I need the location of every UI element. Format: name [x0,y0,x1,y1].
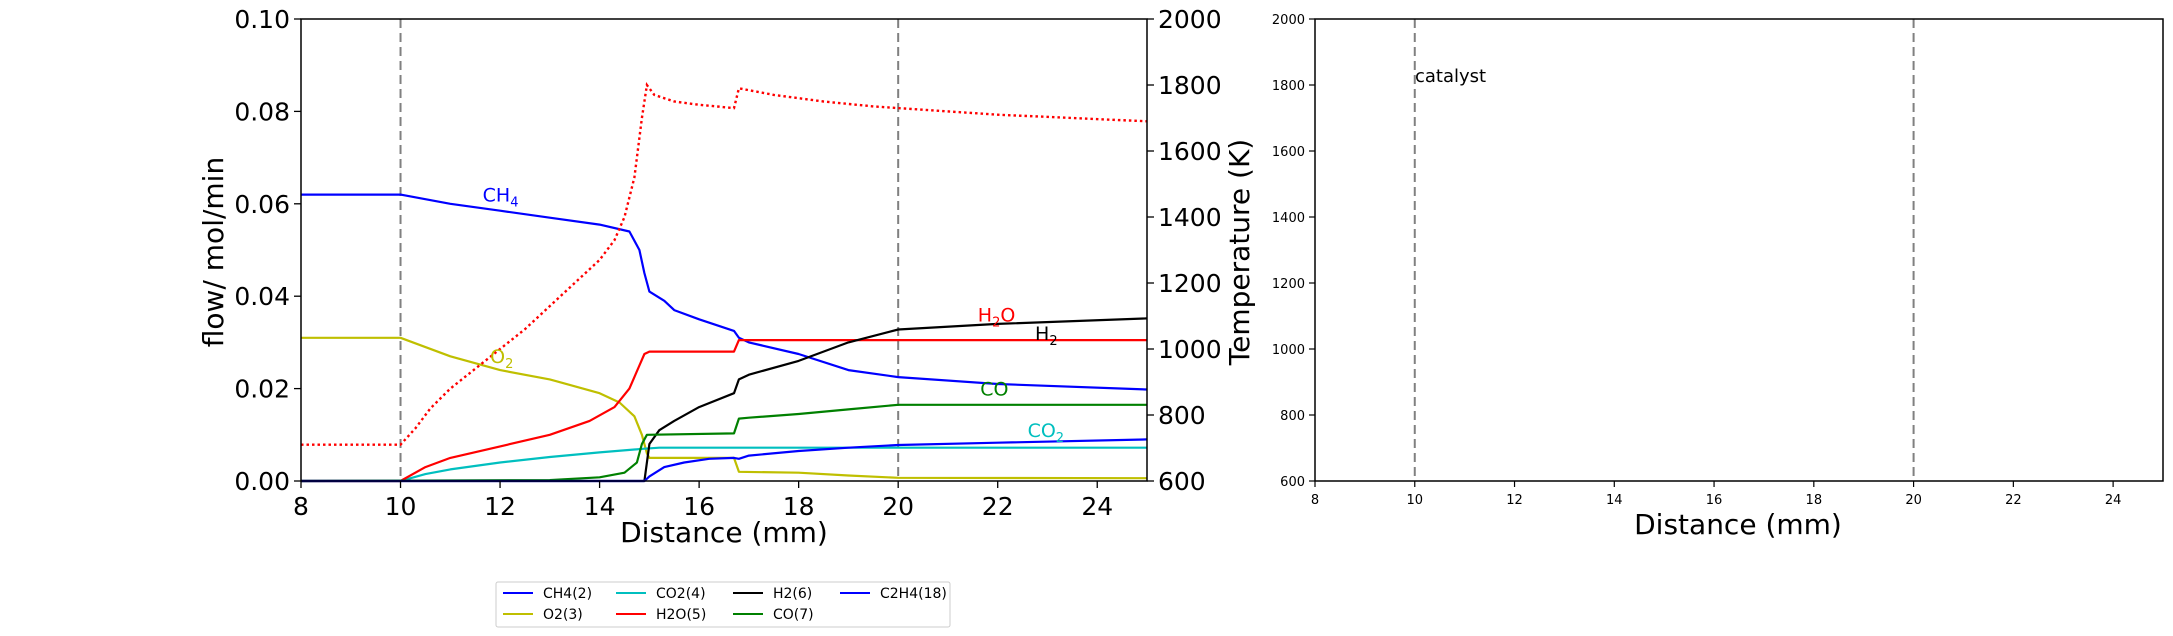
annotation-h2: H2 [1035,323,1058,349]
x-tick-label: 16 [683,492,715,521]
catalyst-label: catalyst [1415,66,1486,87]
flow-y-axis-ticks: 0.00 0.02 0.04 0.06 0.08 0.10 [234,5,301,496]
y-tick-label: 0.06 [234,190,290,219]
annotation-subscript: 2 [1056,431,1064,446]
y2-tick-label: 1000 [1158,335,1222,364]
annotation-co: CO [980,379,1008,401]
x-tick-label: 16 [1706,493,1723,508]
y-tick-label: 0.08 [234,97,290,126]
series-line-0 [301,193,1148,391]
legend: CH4(2) O2(3) CO2(4) H2O(5) H2(6) CO(7) C2H4(18… [495,581,951,628]
temperature-line [301,81,1148,446]
x-tick-label: 14 [1606,493,1623,508]
x-tick-label: 10 [1406,493,1423,508]
left-chart: 8 10 12 14 16 18 20 22 24 0.000.020.040.060.080.… [197,5,1256,549]
annotation-base: H [978,305,992,327]
series-line-3 [301,339,1147,483]
y-tick-label: 1600 [1272,145,1305,160]
legend-label: H2O(5) [656,607,706,623]
annotation-o2: O2 [490,346,513,372]
x-tick-label: 20 [1905,493,1922,508]
x-tick-label: 8 [1311,493,1319,508]
x-tick-label: 18 [1806,493,1823,508]
x-tick-label: 24 [1081,492,1113,521]
annotation-subscript: 2 [1049,334,1057,349]
x-tick-label: 20 [882,492,914,521]
left-plot-frame [300,18,1148,482]
x-tick-label: 22 [982,492,1014,521]
legend-label: CH4(2) [543,586,592,602]
temperature-y-axis-ticks: 600 800 1000 1200 1400 1600 1800 2000 [1147,5,1222,496]
left-plot-border [300,18,1148,482]
series-line-1 [301,336,1148,480]
annotation-base: H [1035,323,1049,345]
legend-label: H2(6) [773,586,812,602]
series-line-4 [301,317,1148,483]
series-line-6 [301,438,1148,483]
y-tick-label: 0.04 [234,282,290,311]
annotation-base: CO [980,379,1008,401]
legend-box [495,581,951,628]
series-line-2 [301,446,1147,483]
x-tick-label: 12 [1506,493,1523,508]
x-tick-label: 8 [293,492,309,521]
annotation-h2o: H2O [978,305,1016,331]
y-tick-label: 1200 [1272,277,1305,292]
y2-tick-label: 1800 [1158,71,1222,100]
y2-tick-label: 1200 [1158,269,1222,298]
temperature-y-axis-label: Temperature (K) [1223,139,1256,366]
y-tick-label: 1800 [1272,79,1305,94]
annotation-base: CO [1028,420,1056,442]
y-tick-label: 0.02 [234,375,290,404]
right-plot-frame [1314,18,2164,482]
x-tick-label: 10 [385,492,417,521]
right-x-axis-label: Distance (mm) [1634,508,1842,541]
x-tick-label: 24 [2105,493,2122,508]
annotation-subscript: 4 [510,195,518,210]
right-plot-border [1314,18,2164,482]
right-catalyst-boundary-lines [1413,19,1915,481]
series-line-5 [300,403,1147,483]
legend-label: O2(3) [543,607,583,623]
x-tick-label: 14 [584,492,616,521]
y-tick-label: 600 [1280,475,1305,490]
legend-label: C2H4(18) [880,586,947,602]
annotation-base: CH [483,184,511,206]
y2-tick-label: 1400 [1158,203,1222,232]
annotation-subscript: 2 [505,357,513,372]
right-x-axis-ticks: 8 10 12 14 16 18 20 22 24 [1311,481,2122,508]
y2-tick-label: 800 [1158,401,1206,430]
left-x-axis-ticks: 8 10 12 14 16 18 20 22 24 [293,481,1113,521]
y2-tick-label: 1600 [1158,137,1222,166]
y-tick-label: 800 [1280,409,1305,424]
left-x-axis-label: Distance (mm) [620,516,828,549]
y-tick-label: 1400 [1272,211,1305,226]
y-tick-label: 2000 [1272,13,1305,28]
y2-tick-label: 600 [1158,467,1206,496]
annotation-subscript: 2 [992,316,1000,331]
annotation-base: O [490,346,505,368]
flow-series-lines [300,81,1148,483]
y-tick-label: 0.10 [234,5,290,34]
flow-y-axis-label: flow/ mol/min [197,157,230,347]
legend-label: CO2(4) [656,586,706,602]
annotation-co2: CO2 [1028,420,1065,446]
right-temperature-y-axis-ticks: 600 800 1000 1200 1400 1600 1800 2000 [1272,13,1315,490]
x-tick-label: 12 [484,492,516,521]
right-chart: 8 10 12 14 16 18 20 22 24 600 800 1000 1200 1400 1600… [1272,13,2164,541]
x-tick-label: 22 [2005,493,2022,508]
annotation-tail: O [1000,305,1015,327]
y2-tick-label: 2000 [1158,5,1222,34]
y-tick-label: 0.00 [234,467,290,496]
x-tick-label: 18 [783,492,815,521]
y-tick-label: 1000 [1272,343,1305,358]
annotation-ch4: CH4 [483,184,519,210]
legend-label: CO(7) [773,607,814,623]
